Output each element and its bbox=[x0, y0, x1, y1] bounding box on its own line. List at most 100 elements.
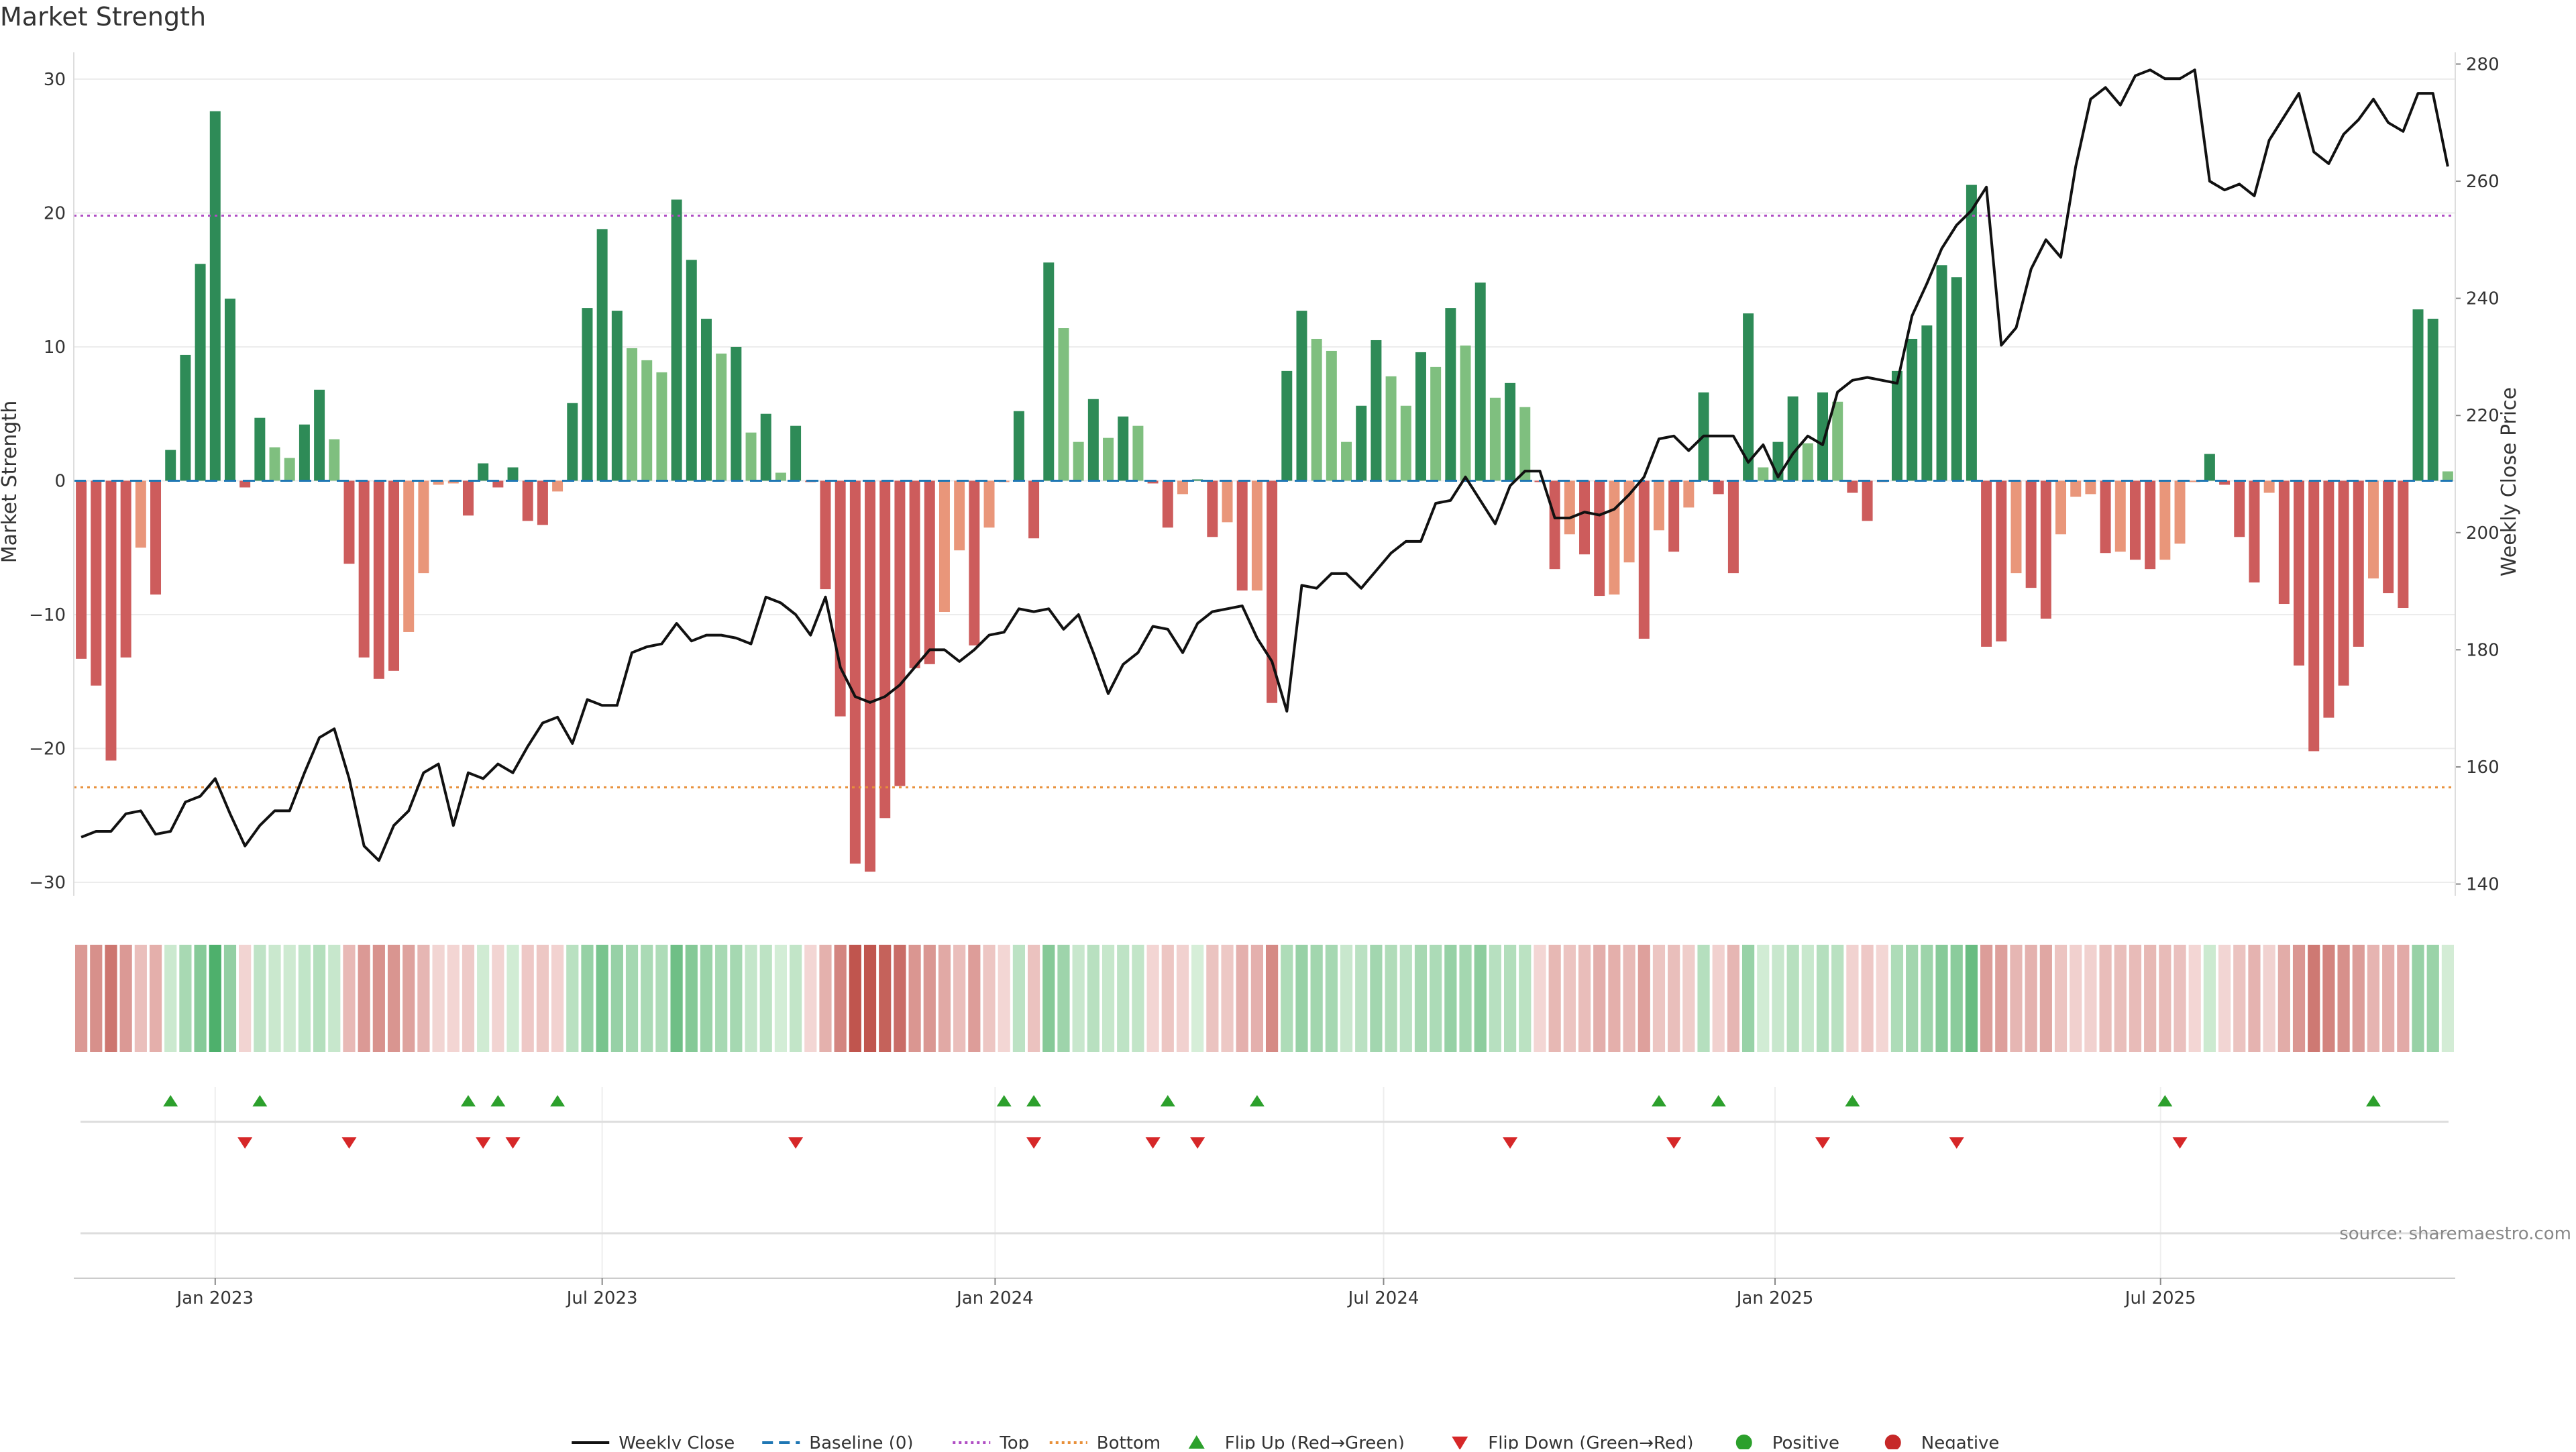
heat-cell bbox=[894, 945, 906, 1052]
y-left-tick-label: 20 bbox=[44, 203, 66, 223]
strength-bar bbox=[1132, 425, 1144, 481]
strength-bar bbox=[2129, 480, 2141, 560]
heat-cell bbox=[849, 945, 861, 1052]
strength-bar bbox=[656, 372, 667, 481]
strength-bar bbox=[1579, 480, 1591, 555]
heat-cell bbox=[2114, 945, 2127, 1052]
strength-bar bbox=[2040, 480, 2051, 619]
strength-bar bbox=[1326, 350, 1337, 481]
heat-cell bbox=[2129, 945, 2142, 1052]
heat-cell bbox=[670, 945, 683, 1052]
flip-down-marker bbox=[2172, 1137, 2188, 1149]
legend-label: Weekly Close bbox=[619, 1433, 735, 1449]
heat-cell bbox=[2248, 945, 2261, 1052]
heat-cell bbox=[2441, 945, 2455, 1052]
strength-bar bbox=[373, 480, 384, 679]
heat-cell bbox=[863, 945, 877, 1052]
heat-cell bbox=[1638, 945, 1650, 1052]
strength-bar bbox=[284, 458, 295, 481]
strength-bar bbox=[775, 472, 786, 481]
flip-down-marker bbox=[1190, 1137, 1205, 1149]
y-right-tick-label: 240 bbox=[2466, 289, 2500, 309]
strength-bar bbox=[1400, 405, 1411, 481]
heat-cell bbox=[2025, 945, 2037, 1052]
strength-bar bbox=[2204, 454, 2215, 481]
strength-bar bbox=[1594, 480, 1605, 597]
heat-cell bbox=[2010, 945, 2023, 1052]
strength-bar bbox=[2338, 480, 2349, 686]
x-tick-label: Jan 2024 bbox=[955, 1288, 1034, 1308]
heat-cell bbox=[1876, 945, 1888, 1052]
strength-bar bbox=[641, 360, 653, 481]
heat-cell bbox=[2159, 945, 2171, 1052]
strength-bar bbox=[820, 480, 831, 590]
heat-cell bbox=[343, 945, 356, 1052]
y-left-tick-label: −30 bbox=[29, 873, 66, 893]
strength-bar bbox=[1996, 480, 2007, 641]
heat-cell bbox=[1132, 945, 1144, 1052]
y-right-tick-label: 220 bbox=[2466, 406, 2500, 426]
heat-cell bbox=[879, 945, 892, 1052]
strength-bar bbox=[433, 480, 444, 485]
strength-bar bbox=[1147, 480, 1159, 484]
heat-cell bbox=[685, 945, 698, 1052]
strength-bar bbox=[1251, 480, 1263, 591]
heat-cell bbox=[119, 945, 132, 1052]
heat-cell bbox=[2308, 945, 2320, 1052]
legend-item: Top bbox=[953, 1433, 1029, 1452]
flip-down-marker bbox=[1815, 1137, 1831, 1149]
heat-cell bbox=[730, 945, 743, 1052]
flip-down-marker bbox=[237, 1137, 253, 1149]
strength-bar bbox=[731, 346, 742, 481]
heat-cell bbox=[2367, 945, 2380, 1052]
y-left-tick-label: 10 bbox=[44, 338, 66, 358]
heat-cell bbox=[700, 945, 713, 1052]
strength-bar bbox=[2263, 480, 2275, 493]
flip-down-marker bbox=[476, 1137, 491, 1149]
heat-cell bbox=[313, 945, 326, 1052]
strength-bar bbox=[2010, 480, 2022, 574]
strength-bar bbox=[627, 348, 638, 481]
strength-bar bbox=[1356, 405, 1367, 481]
strength-bar bbox=[1073, 442, 1084, 481]
strength-bar bbox=[2367, 480, 2379, 579]
strength-bar bbox=[522, 480, 533, 521]
heat-cell bbox=[953, 945, 966, 1052]
strength-bar bbox=[716, 353, 727, 481]
strength-bar bbox=[1713, 480, 1724, 495]
strength-bar bbox=[1118, 416, 1129, 481]
heat-cell bbox=[402, 945, 415, 1052]
strength-bar bbox=[120, 480, 131, 658]
strength-bar bbox=[1549, 480, 1560, 570]
strength-bar bbox=[582, 308, 593, 481]
flip-down-marker bbox=[1145, 1137, 1161, 1149]
heat-cell bbox=[1012, 945, 1026, 1052]
flip-down-marker bbox=[1666, 1137, 1682, 1149]
strength-bar bbox=[269, 447, 280, 481]
heat-cell bbox=[908, 945, 921, 1052]
heat-cell bbox=[2203, 945, 2216, 1052]
strength-bar bbox=[1981, 480, 1992, 647]
strength-bar bbox=[388, 480, 400, 671]
heat-cell bbox=[1965, 945, 1978, 1052]
heat-cell bbox=[610, 945, 623, 1052]
heat-cell bbox=[1191, 945, 1204, 1052]
strength-bar bbox=[299, 424, 310, 481]
strength-bar bbox=[2100, 480, 2111, 554]
flip-down-marker bbox=[1503, 1137, 1518, 1149]
heat-cell bbox=[566, 945, 579, 1052]
strength-bar bbox=[2249, 480, 2260, 583]
strength-bar bbox=[1415, 352, 1426, 481]
legend-item: Flip Down (Green→Red) bbox=[1452, 1433, 1694, 1452]
heat-cell bbox=[551, 945, 564, 1052]
heat-cell bbox=[2218, 945, 2231, 1052]
strength-bar bbox=[1802, 443, 1813, 481]
strength-bar bbox=[2398, 480, 2409, 609]
heat-cell bbox=[134, 945, 147, 1052]
x-axis: Jan 2023 Jul 2023 Jan 2024 Jul 2024 Jan 2025… bbox=[74, 1278, 2455, 1308]
heat-cell bbox=[1414, 945, 1428, 1052]
flip-markers bbox=[80, 1095, 2449, 1235]
strength-bar bbox=[2383, 480, 2394, 594]
strength-bar bbox=[567, 403, 578, 481]
heat-cell bbox=[2277, 945, 2290, 1052]
